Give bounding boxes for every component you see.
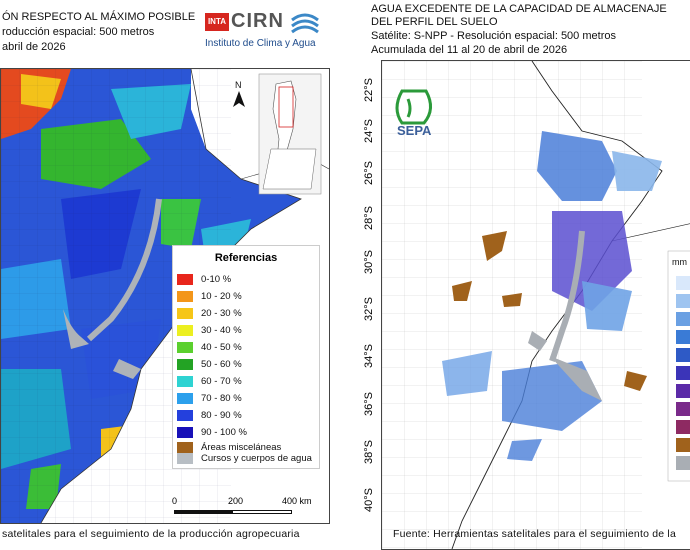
legend-item-9: 90 - 100 % [177, 427, 247, 440]
sepa-wordmark: SEPA [397, 123, 432, 138]
legend-swatch [177, 342, 193, 353]
lat-label-38s: 38°S [362, 440, 375, 464]
legend-swatch [177, 453, 193, 464]
north-arrow-icon [233, 91, 245, 107]
right-legend-strip [667, 250, 690, 482]
legend-item-5: 50 - 60 % [177, 359, 242, 372]
left-legend: Referencias 0-10 % 10 - 20 % 20 - 30 % 3… [172, 245, 320, 469]
legend-item-0: 0-10 % [177, 274, 231, 287]
lat-label-22s: 22°S [362, 78, 375, 102]
legend-swatch [177, 410, 193, 421]
legend-swatch [177, 359, 193, 370]
scale-label-200: 200 [228, 496, 244, 506]
right-footer: Fuente: Herramientas satelitales para el… [393, 528, 676, 540]
panel-separator [330, 0, 345, 550]
legend-item-3: 30 - 40 % [177, 325, 242, 338]
legend-swatch [177, 393, 193, 404]
scale-label-0: 0 [172, 496, 178, 506]
right-title-line2: DEL PERFIL DEL SUELO [371, 16, 498, 28]
legend-swatch [177, 376, 193, 387]
legend-item-2: 20 - 30 % [177, 308, 242, 321]
left-map-panel: ÓN RESPECTO AL MÁXIMO POSIBLE roducción … [0, 0, 330, 550]
legend-swatch [177, 274, 193, 285]
scale-segment-white [232, 510, 292, 514]
institute-name: Instituto de Clima y Agua [205, 38, 316, 49]
legend-swatch [177, 308, 193, 319]
north-label: N [235, 80, 242, 90]
legend-item-4: 40 - 50 % [177, 342, 242, 355]
left-river [86, 198, 162, 342]
legend-item-10: Áreas misceláneas [177, 442, 281, 455]
legend-swatch [177, 442, 193, 453]
legend-swatch [177, 427, 193, 438]
left-title-line3: abril de 2026 [2, 41, 66, 53]
water-drop-icon [291, 13, 319, 34]
inta-badge: INTA [205, 13, 229, 31]
right-map-canvas [382, 61, 690, 549]
scale-bar: 0 200 400 km [172, 490, 318, 520]
lat-label-32s: 32°S [362, 297, 375, 321]
left-title-line2: roducción espacial: 500 metros [2, 26, 155, 38]
lat-label-30s: 30°S [362, 250, 375, 274]
legend-item-11: Cursos y cuerpos de agua [177, 453, 312, 466]
lat-label-40s: 40°S [362, 488, 375, 512]
right-title-line3: Satélite: S-NPP - Resolución espacial: 5… [371, 30, 616, 42]
lat-label-28s: 28°S [362, 206, 375, 230]
cirn-wordmark: CIRN [231, 10, 284, 32]
right-map-panel: AGUA EXCEDENTE DE LA CAPACIDAD DE ALMACE… [345, 0, 690, 550]
legend-item-6: 60 - 70 % [177, 376, 242, 389]
legend-item-7: 70 - 80 % [177, 393, 242, 406]
right-title-line4: Acumulada del 11 al 20 de abril de 2026 [371, 44, 568, 56]
legend-title: Referencias [214, 252, 278, 264]
legend-item-8: 80 - 90 % [177, 410, 242, 423]
right-title-line1: AGUA EXCEDENTE DE LA CAPACIDAD DE ALMACE… [371, 3, 667, 15]
sepa-logo [395, 89, 432, 125]
scale-segment-black [174, 510, 232, 514]
legend-swatch [177, 325, 193, 336]
lat-label-36s: 36°S [362, 392, 375, 416]
left-title-line1: ÓN RESPECTO AL MÁXIMO POSIBLE [2, 11, 196, 23]
lat-label-34s: 34°S [362, 344, 375, 368]
legend-unit: mm [672, 257, 687, 267]
right-map-frame [381, 60, 690, 550]
lat-label-26s: 26°S [362, 161, 375, 185]
scale-label-400: 400 km [282, 496, 312, 506]
legend-swatch [177, 291, 193, 302]
inta-cirn-logo: INTA CIRN Instituto de Clima y Agua [204, 10, 324, 55]
legend-item-1: 10 - 20 % [177, 291, 242, 304]
lat-label-24s: 24°S [362, 119, 375, 143]
left-footer: satelitales para el seguimiento de la pr… [2, 528, 300, 540]
